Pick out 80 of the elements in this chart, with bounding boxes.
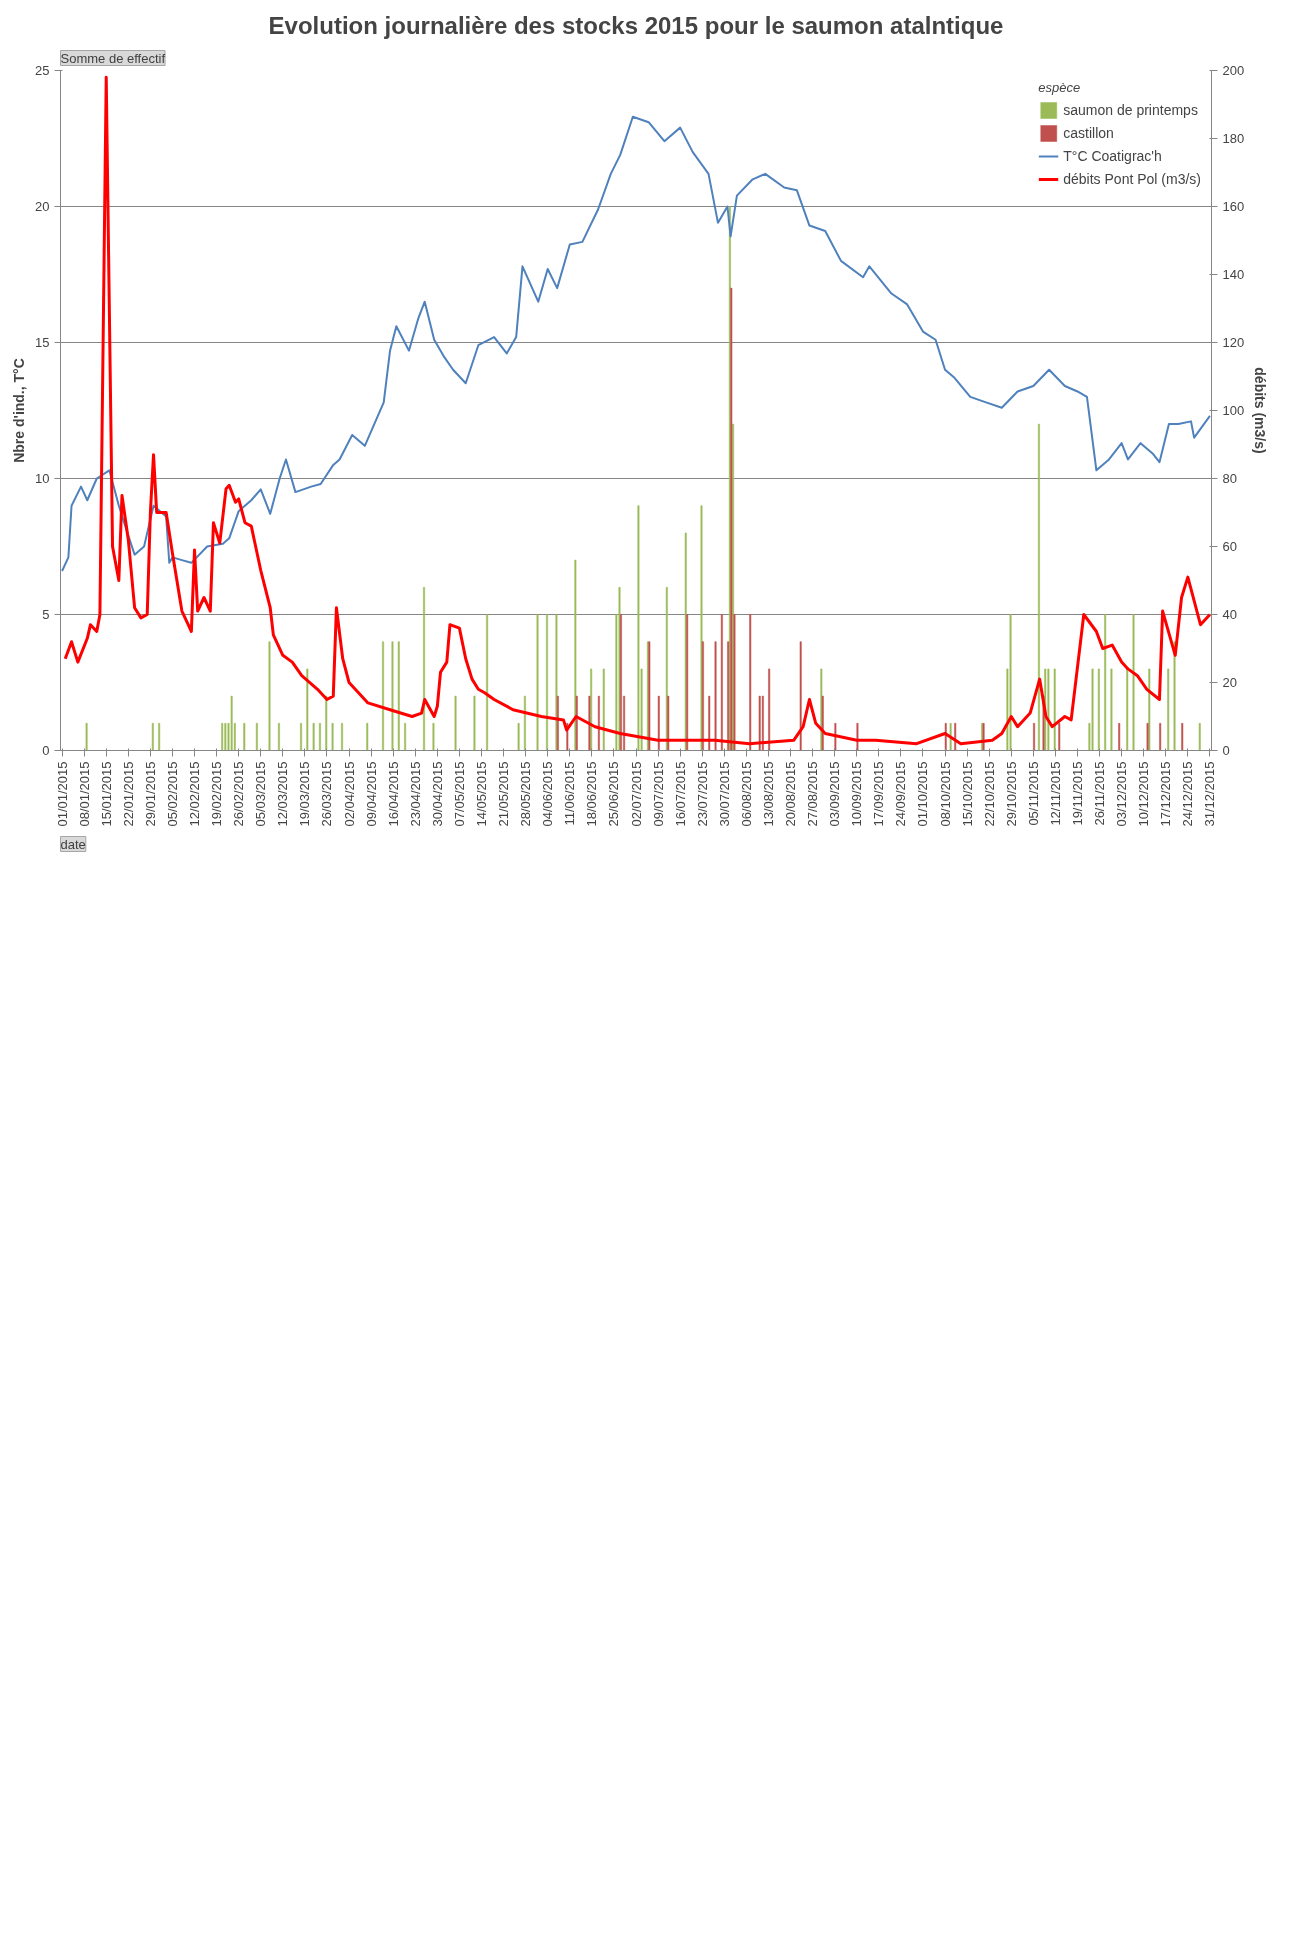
x-tick-label: 10/12/2015 <box>1136 761 1152 827</box>
x-tick-label: 26/03/2015 <box>319 761 335 827</box>
x-tick-label: 03/09/2015 <box>827 761 843 827</box>
x-tick-label: 16/04/2015 <box>385 761 401 827</box>
y2-tick-label: 160 <box>1222 199 1245 214</box>
y-tick-label: 5 <box>42 607 50 622</box>
x-tick-label: 16/07/2015 <box>672 761 688 827</box>
x-tick-label: 22/01/2015 <box>120 761 136 827</box>
x-tick-label: 12/11/2015 <box>1047 761 1063 826</box>
x-tick-label: 21/05/2015 <box>496 761 512 827</box>
y2-tick-label: 0 <box>1222 743 1230 758</box>
x-tick-label: 10/09/2015 <box>849 761 865 827</box>
y2-axis-title: débits (m3/s) <box>1252 367 1269 454</box>
x-tick-label: 11/06/2015 <box>562 761 578 826</box>
x-tick-label: 08/01/2015 <box>76 761 92 827</box>
x-tick-label: 29/10/2015 <box>1003 761 1019 827</box>
x-tick-label: 02/04/2015 <box>341 761 357 827</box>
x-tick-label: 29/01/2015 <box>142 761 158 827</box>
x-tick-label: 25/06/2015 <box>606 761 622 827</box>
x-tick-label: 24/12/2015 <box>1180 761 1196 827</box>
x-tick-label: 30/04/2015 <box>429 761 445 827</box>
legend-label: castillon <box>1063 125 1114 141</box>
y-axis-title: Nbre d'ind., T°C <box>11 358 28 463</box>
x-tick-label: 12/02/2015 <box>187 761 203 827</box>
legend-title: espèce <box>1038 80 1082 95</box>
x-tick-label: 08/10/2015 <box>937 761 953 827</box>
x-tick-label: 07/05/2015 <box>451 761 467 827</box>
x-tick-label: 22/10/2015 <box>981 761 997 827</box>
y-tick-label: 10 <box>35 471 50 486</box>
text: Somme de effectif <box>60 50 166 66</box>
y-tick-label: 25 <box>35 63 50 78</box>
x-tick-label: 19/03/2015 <box>297 761 313 827</box>
x-tick-label: 02/07/2015 <box>628 761 644 827</box>
x-tick-label: 01/10/2015 <box>915 761 931 827</box>
y2-tick-label: 80 <box>1222 471 1237 486</box>
x-tick-label: 17/09/2015 <box>871 761 887 827</box>
y2-tick-label: 40 <box>1222 607 1237 622</box>
x-tick-label: 31/12/2015 <box>1202 761 1218 827</box>
x-tick-label: 24/09/2015 <box>893 761 909 827</box>
legend-label: débits Pont Pol (m3/s) <box>1063 171 1201 187</box>
x-tick-label: 17/12/2015 <box>1158 761 1174 827</box>
x-tick-label: 26/02/2015 <box>231 761 247 827</box>
y2-tick-label: 180 <box>1222 131 1245 146</box>
y-tick-label: 0 <box>42 743 50 758</box>
y-tick-label: 15 <box>35 335 50 350</box>
x-tick-label: 23/04/2015 <box>407 761 423 827</box>
text: date <box>60 836 86 852</box>
x-tick-label: 26/11/2015 <box>1092 761 1108 826</box>
x-tick-label: 19/02/2015 <box>209 761 225 827</box>
x-tick-label: 14/05/2015 <box>473 761 489 827</box>
x-tick-label: 15/10/2015 <box>959 761 975 827</box>
x-tick-label: 15/01/2015 <box>98 761 114 827</box>
x-tick-label: 23/07/2015 <box>694 761 710 827</box>
y2-tick-label: 120 <box>1222 335 1245 350</box>
x-tick-label: 18/06/2015 <box>584 761 600 827</box>
x-tick-label: 01/01/2015 <box>54 761 70 827</box>
x-tick-label: 28/05/2015 <box>518 761 534 827</box>
x-tick-label: 13/08/2015 <box>760 761 776 827</box>
x-tick-label: 19/11/2015 <box>1069 761 1085 826</box>
x-tick-label: 09/07/2015 <box>650 761 666 827</box>
y2-tick-label: 140 <box>1222 267 1245 282</box>
x-tick-label: 20/08/2015 <box>783 761 799 827</box>
x-tick-label: 05/03/2015 <box>253 761 269 827</box>
x-tick-label: 05/02/2015 <box>164 761 180 827</box>
x-tick-label: 04/06/2015 <box>540 761 556 827</box>
y2-tick-label: 60 <box>1222 539 1237 554</box>
y2-tick-label: 200 <box>1222 63 1245 78</box>
x-tick-label: 27/08/2015 <box>805 761 821 827</box>
x-tick-label: 09/04/2015 <box>363 761 379 827</box>
x-tick-label: 12/03/2015 <box>275 761 291 827</box>
x-tick-label: 30/07/2015 <box>716 761 732 827</box>
legend-label: saumon de printemps <box>1063 102 1198 118</box>
x-tick-label: 03/12/2015 <box>1114 761 1130 827</box>
y2-tick-label: 100 <box>1222 403 1245 418</box>
y2-tick-label: 20 <box>1222 675 1237 690</box>
y-tick-label: 20 <box>35 199 50 214</box>
x-tick-label: 05/11/2015 <box>1025 761 1041 826</box>
x-tick-label: 06/08/2015 <box>738 761 754 827</box>
legend-label: T°C Coatigrac'h <box>1063 148 1162 164</box>
chart-title: Evolution journalière des stocks 2015 pour le saumon atalntique <box>268 11 1004 39</box>
